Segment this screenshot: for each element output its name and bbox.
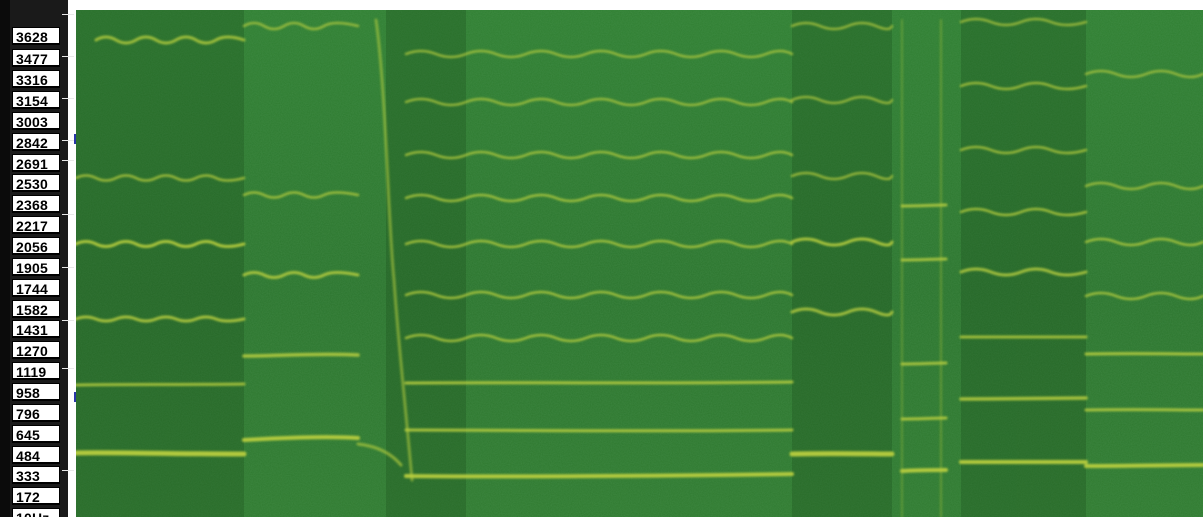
freq-label-2368: 2368 [12, 195, 60, 213]
axis-tick [62, 214, 74, 215]
axis-tick [62, 56, 74, 57]
freq-label-2056: 2056 [12, 237, 60, 255]
harmonic-traces [76, 17, 1203, 517]
axis-tick [62, 368, 74, 369]
freq-label-3477: 3477 [12, 49, 60, 67]
freq-label-958: 958 [12, 383, 60, 401]
freq-label-2691: 2691 [12, 154, 60, 172]
axis-tick [62, 98, 74, 99]
freq-label-172: 172 [12, 487, 60, 505]
axis-tick [62, 320, 74, 321]
axis-tick [62, 267, 74, 268]
freq-label-1744: 1744 [12, 279, 60, 297]
freq-label-1582: 1582 [12, 300, 60, 318]
freq-label-1270: 1270 [12, 341, 60, 359]
freq-label-1431: 1431 [12, 320, 60, 338]
freq-label-2217: 2217 [12, 216, 60, 234]
freq-label-796: 796 [12, 404, 60, 422]
freq-label-2530: 2530 [12, 174, 60, 192]
freq-label-3628: 3628 [12, 27, 60, 45]
freq-label-1119: 1119 [12, 362, 60, 380]
spectrogram-noise [76, 10, 1203, 517]
axis-tick [62, 140, 74, 141]
freq-label-3316: 3316 [12, 70, 60, 88]
freq-label-645: 645 [12, 425, 60, 443]
freq-label-333: 333 [12, 466, 60, 484]
axis-tick [62, 470, 74, 471]
axis-tick [62, 14, 74, 15]
freq-label-3154: 3154 [12, 91, 60, 109]
axis-tick [62, 160, 74, 161]
freq-label-1905: 1905 [12, 258, 60, 276]
freq-label-2842: 2842 [12, 133, 60, 151]
freq-label-10hz: 10Hz [12, 508, 60, 517]
spectrogram-view[interactable] [76, 10, 1203, 517]
segment-shading [76, 10, 1086, 517]
left-gutter [0, 0, 10, 517]
frequency-axis: 3628 3477 3316 3154 3003 2842 2691 2530 … [10, 0, 80, 517]
freq-label-484: 484 [12, 446, 60, 464]
freq-label-3003: 3003 [12, 112, 60, 130]
